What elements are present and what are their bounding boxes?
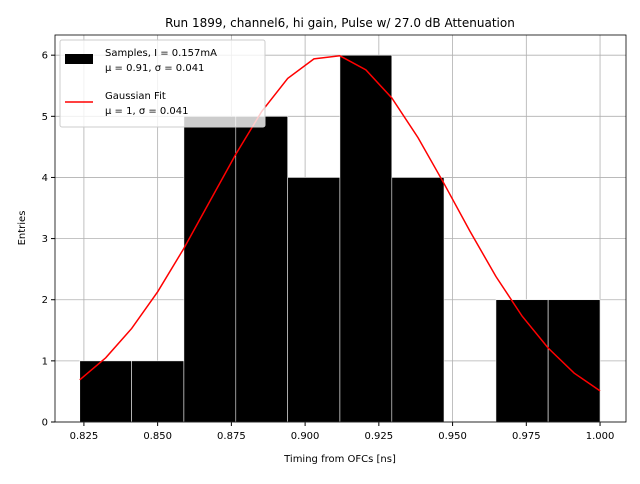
histogram-bar <box>339 54 393 423</box>
legend-label: Gaussian Fit μ = 1, σ = 0.041 <box>105 91 189 117</box>
legend-swatch <box>65 54 93 64</box>
x-tick-label: 0.825 <box>70 431 99 442</box>
histogram-bar <box>495 299 549 423</box>
histogram-bar <box>131 360 185 423</box>
y-tick-label: 5 <box>42 112 48 123</box>
y-tick-label: 3 <box>42 234 48 245</box>
plot-frame <box>54 34 627 423</box>
fit-line <box>79 55 601 392</box>
x-tick-label: 1.000 <box>586 431 615 442</box>
y-tick-label: 1 <box>42 356 48 367</box>
legend: Samples, I = 0.157mA μ = 0.91, σ = 0.041 G… <box>59 39 266 128</box>
x-tick-label: 0.900 <box>291 431 320 442</box>
x-tick-label: 0.975 <box>512 431 541 442</box>
histogram-bar <box>183 116 237 423</box>
legend-label: Samples, I = 0.157mA μ = 0.91, σ = 0.041 <box>105 48 217 74</box>
chart-title: Run 1899, channel6, hi gain, Pulse w/ 27… <box>165 16 515 30</box>
y-tick-label: 4 <box>42 173 48 184</box>
histogram-bar <box>391 177 445 423</box>
y-tick-label: 0 <box>42 418 48 429</box>
y-axis-label: Entries <box>17 211 28 246</box>
x-axis-label: Timing from OFCs [ns] <box>283 454 396 465</box>
histogram-bar <box>547 299 601 423</box>
x-tick-label: 0.925 <box>365 431 394 442</box>
x-tick-label: 0.850 <box>143 431 172 442</box>
y-tick-label: 6 <box>42 51 48 62</box>
histogram-bar <box>235 116 289 423</box>
y-tick-label: 2 <box>42 295 48 306</box>
legend-box <box>59 39 266 128</box>
histogram-bar <box>79 360 132 423</box>
histogram-bar <box>287 177 341 423</box>
x-tick-label: 0.950 <box>438 431 467 442</box>
x-tick-label: 0.875 <box>217 431 246 442</box>
